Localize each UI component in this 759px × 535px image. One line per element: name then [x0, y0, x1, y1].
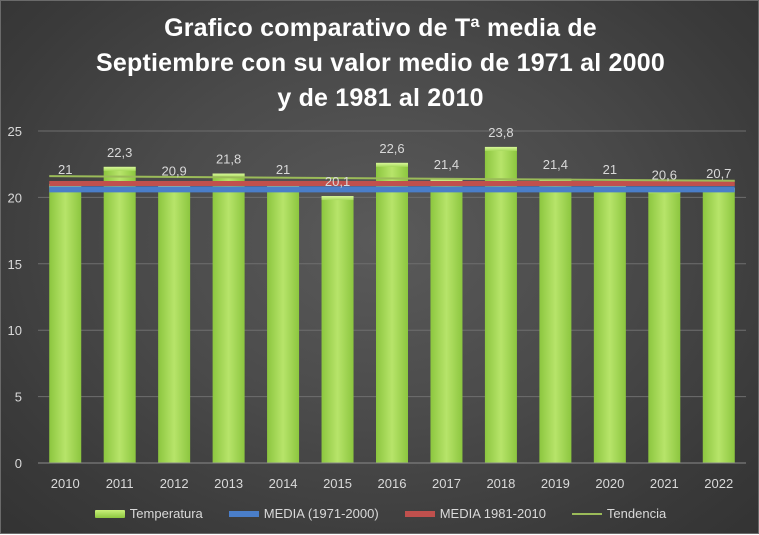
bar-cap-2015: [321, 196, 354, 201]
x-tick-label: 2020: [595, 476, 624, 491]
data-label-2012: 20,9: [161, 163, 186, 178]
data-label-2016: 22,6: [379, 141, 404, 156]
x-tick-label: 2022: [704, 476, 733, 491]
data-label-2020: 21: [603, 162, 617, 177]
bar-cap-2019: [539, 178, 572, 183]
legend-swatch-media-1971: [228, 510, 259, 517]
data-label-2017: 21,4: [434, 157, 459, 172]
legend-label-media-1981: MEDIA 1981-2010: [439, 506, 546, 521]
bar-cap-2010: [49, 184, 82, 189]
bar-cap-2014: [267, 184, 300, 189]
x-tick-label: 2018: [486, 476, 515, 491]
legend-label-media-1971: MEDIA (1971-2000): [263, 506, 379, 521]
bar-cap-2018: [484, 146, 517, 151]
bar-2011: [103, 166, 136, 463]
x-tick-label: 2013: [214, 476, 243, 491]
bar-cap-2011: [103, 166, 136, 171]
bar-2019: [539, 178, 572, 464]
bar-cap-2017: [430, 178, 463, 183]
x-tick-label: 2012: [160, 476, 189, 491]
legend-item-tendencia: Tendencia: [571, 506, 667, 521]
x-tick-label: 2014: [269, 476, 298, 491]
bar-cap-2013: [212, 173, 245, 178]
bar-2015: [321, 196, 354, 463]
x-tick-label: 2017: [432, 476, 461, 491]
x-tick-label: 2019: [541, 476, 570, 491]
data-label-2022: 20,7: [706, 166, 731, 181]
bar-2012: [158, 185, 191, 463]
bar-2022: [702, 188, 735, 463]
bar-2020: [593, 184, 626, 463]
legend-swatch-tendencia: [571, 512, 602, 515]
bar-2021: [648, 189, 681, 463]
x-tick-label: 2010: [51, 476, 80, 491]
y-tick-label: 0: [15, 456, 22, 471]
y-tick-label: 25: [8, 124, 22, 139]
legend-label-tendencia: Tendencia: [606, 506, 667, 521]
data-label-2021: 20,6: [652, 167, 677, 182]
bar-2010: [49, 184, 82, 463]
bar-2018: [484, 146, 517, 463]
bar-2013: [212, 173, 245, 463]
bar-2014: [267, 184, 300, 463]
y-tick-label: 5: [15, 390, 22, 405]
data-label-2014: 21: [276, 162, 290, 177]
legend-item-media-1971: MEDIA (1971-2000): [228, 506, 379, 521]
data-label-2015: 20,1: [325, 174, 350, 189]
legend-item-temperatura: Temperatura: [94, 506, 203, 521]
bar-cap-2016: [376, 162, 408, 167]
data-label-2018: 23,8: [488, 125, 513, 140]
y-tick-label: 20: [8, 190, 22, 205]
bar-cap-2020: [593, 184, 626, 189]
data-label-2011: 22,3: [107, 145, 132, 160]
x-tick-label: 2015: [323, 476, 352, 491]
data-label-2010: 21: [58, 162, 72, 177]
line-tendencia: [49, 175, 735, 182]
legend-item-media-1981: MEDIA 1981-2010: [404, 506, 546, 521]
x-tick-label: 2011: [106, 476, 134, 491]
title-line-2: Septiembre con su valor medio de 1971 al…: [96, 49, 665, 77]
bar-2016: [376, 162, 408, 463]
data-label-2013: 21,8: [216, 151, 241, 166]
data-label-2019: 21,4: [543, 157, 568, 172]
x-tick-label: 2021: [650, 476, 679, 491]
title-line-3: y de 1981 al 2010: [277, 84, 484, 112]
y-tick-label: 15: [8, 257, 22, 272]
legend-swatch-media-1981: [404, 510, 435, 517]
bar-2017: [430, 178, 463, 464]
y-tick-label: 10: [8, 323, 22, 338]
x-tick-label: 2016: [378, 476, 407, 491]
legend-label-temperatura: Temperatura: [129, 506, 203, 521]
title-line-1: Grafico comparativo de Tª media de: [164, 14, 597, 42]
legend-swatch-temperatura: [94, 509, 125, 518]
legend: Temperatura MEDIA (1971-2000) MEDIA 1981…: [1, 506, 759, 521]
chart-title: Grafico comparativo de Tª media de Septi…: [1, 11, 759, 116]
